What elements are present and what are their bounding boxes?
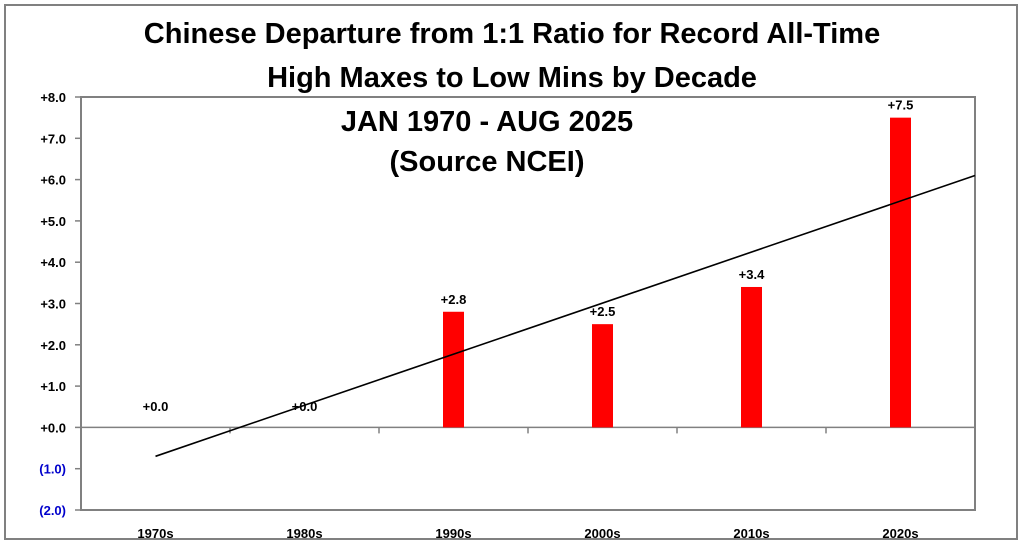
x-tick-label: 2000s [584,526,620,541]
data-label: +0.0 [143,399,169,414]
trendline [155,174,976,458]
y-tick-label: +4.0 [40,255,66,270]
data-label: +7.5 [888,98,914,113]
y-tick-label: +7.0 [40,131,66,146]
bar [443,311,464,428]
x-tick-label: 1970s [137,526,173,541]
chart-title-line-1: Chinese Departure from 1:1 Ratio for Rec… [143,18,881,50]
chart-title-line-2: High Maxes to Low Mins by Decade [267,62,757,94]
data-label: +0.0 [292,399,318,414]
data-label: +3.4 [739,267,765,282]
data-label: +2.5 [590,304,616,319]
x-tick-label: 2020s [882,526,918,541]
y-tick-label: +8.0 [40,90,66,105]
bar [890,117,911,428]
y-tick-label: +0.0 [40,420,66,435]
y-tick-label: +1.0 [40,379,66,394]
y-tick-label: +3.0 [40,297,66,312]
x-tick-label: 1990s [435,526,471,541]
y-tick-label: +2.0 [40,338,66,353]
y-tick-label: (1.0) [39,462,66,477]
y-tick-label: +5.0 [40,214,66,229]
bar [592,324,613,428]
plot-area-border [80,96,976,511]
chart-subtitle-line-1: JAN 1970 - AUG 2025 [340,106,634,138]
y-tick-label: +6.0 [40,173,66,188]
chart-subtitle-line-2: (Source NCEI) [389,146,585,178]
x-tick-label: 2010s [733,526,769,541]
y-tick-label: (2.0) [39,503,66,518]
x-tick-label: 1980s [286,526,322,541]
data-label: +2.8 [441,292,467,307]
bar [741,286,762,428]
